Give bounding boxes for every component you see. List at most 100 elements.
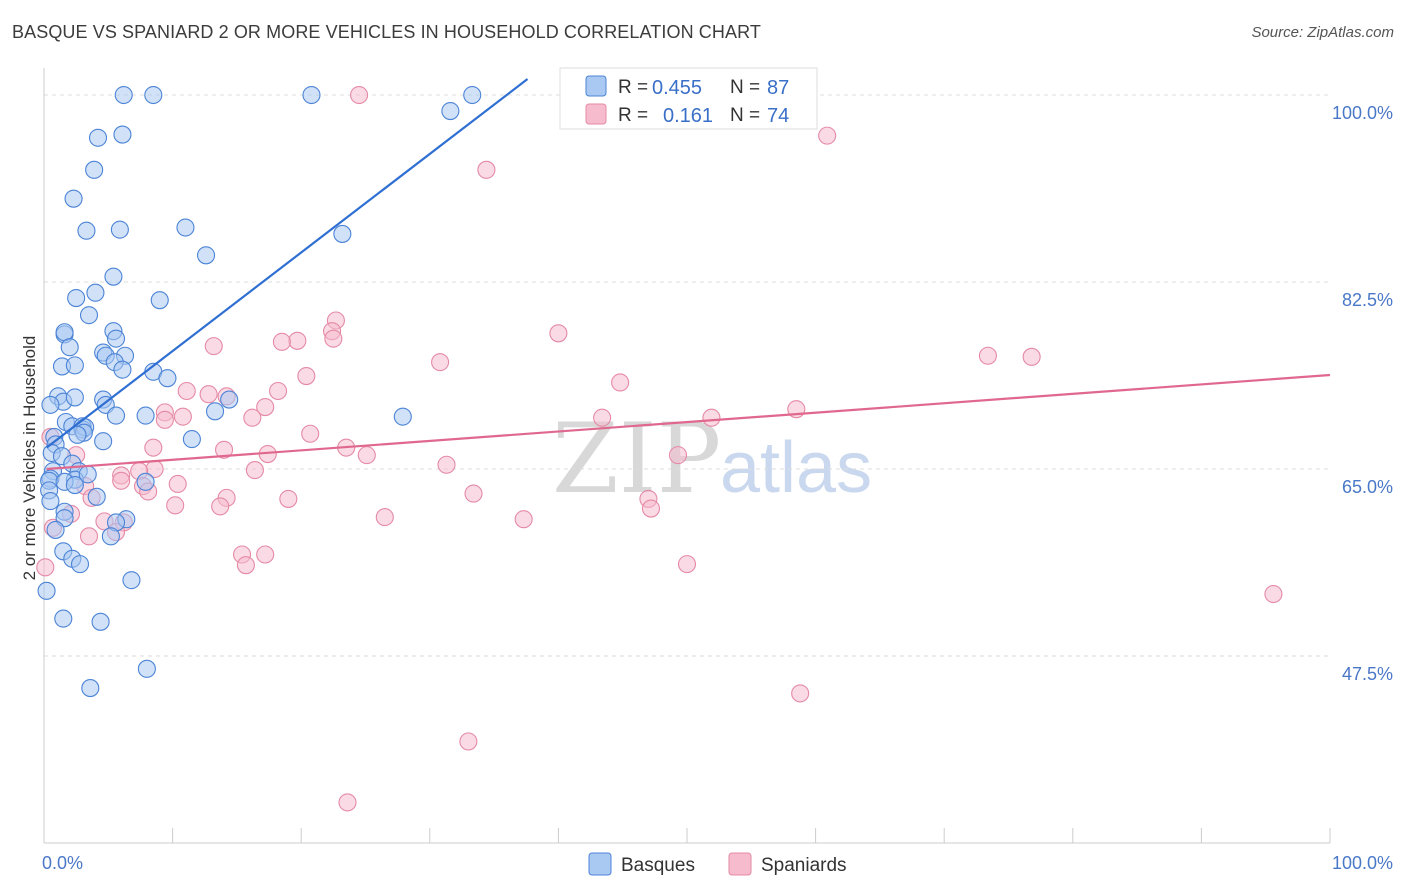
spaniards-points — [36, 85, 1283, 812]
spaniards-point-71 — [338, 793, 357, 812]
spaniards-point-67 — [36, 558, 55, 577]
spaniards-point-25 — [593, 408, 612, 427]
spaniards-point-8 — [272, 332, 291, 351]
y-axis-label: 2 or more Vehicles in Household — [20, 336, 39, 581]
legend-swatch-basques — [588, 852, 612, 876]
spaniards-point-70 — [459, 732, 478, 751]
spaniards-point-62 — [79, 527, 99, 546]
basques-point-78 — [70, 555, 90, 574]
y-tick-label-1: 65.0% — [1342, 477, 1393, 497]
basques-point-18 — [79, 306, 99, 325]
trend-lines — [45, 78, 1331, 471]
stats-r-label-spaniards: R = — [618, 105, 648, 126]
basques-point-3 — [463, 85, 482, 105]
basques-point-65 — [65, 475, 84, 495]
basques-point-74 — [46, 520, 65, 539]
spaniards-point-2 — [818, 126, 837, 145]
spaniards-point-46 — [464, 484, 483, 503]
series-legend: Basques Spaniards — [588, 852, 847, 876]
basques-point-80 — [37, 581, 56, 600]
basques-point-16 — [67, 288, 86, 308]
basques-point-6 — [113, 125, 132, 144]
basques-point-38 — [220, 390, 239, 409]
basques-point-8 — [64, 189, 83, 208]
basques-point-39 — [41, 395, 60, 414]
spaniards-point-53 — [211, 497, 230, 516]
spaniards-point-16 — [177, 381, 196, 401]
spaniards-point-17 — [269, 381, 288, 401]
basques-point-35 — [65, 388, 84, 407]
stats-r-value-basques: 0.455 — [652, 77, 702, 99]
spaniards-point-26 — [702, 408, 721, 427]
basques-point-43 — [393, 407, 412, 426]
spaniards-point-49 — [279, 489, 298, 508]
spaniards-point-56 — [375, 508, 394, 527]
spaniards-point-64 — [256, 545, 275, 564]
basques-point-30 — [113, 360, 132, 379]
basques-point-53 — [182, 430, 201, 449]
basques-trend-line — [45, 78, 529, 449]
spaniards-point-12 — [1022, 347, 1041, 366]
basques-point-75 — [101, 527, 120, 546]
basques-point-11 — [176, 218, 195, 237]
spaniards-point-30 — [144, 438, 163, 457]
basques-point-28 — [65, 356, 84, 375]
basques-point-14 — [104, 267, 123, 286]
basques-point-83 — [137, 659, 156, 678]
basques-point-79 — [122, 571, 141, 590]
basques-point-9 — [77, 221, 96, 240]
spaniards-point-32 — [214, 440, 234, 459]
basques-point-22 — [106, 329, 126, 348]
basques-points — [37, 85, 482, 698]
spaniards-point-68 — [1264, 584, 1283, 604]
spaniards-point-66 — [677, 555, 697, 574]
basques-point-1 — [144, 85, 163, 105]
watermark-atlas: atlas — [720, 428, 872, 508]
basques-point-50 — [68, 425, 87, 444]
spaniards-point-52 — [166, 496, 185, 515]
tick-labels: 47.5% 65.0% 82.5% 100.0% 0.0% 100.0% — [42, 103, 1393, 873]
spaniards-point-9 — [549, 324, 568, 343]
x-tick-label-0: 0.0% — [42, 853, 83, 873]
basques-point-10 — [110, 220, 129, 239]
basques-point-68 — [87, 487, 106, 506]
basques-point-69 — [41, 492, 60, 511]
basques-point-23 — [60, 338, 79, 357]
basques-point-12 — [333, 224, 352, 243]
basques-point-5 — [88, 128, 108, 147]
basques-point-32 — [158, 369, 177, 388]
basques-point-54 — [94, 432, 113, 451]
y-tick-label-0: 47.5% — [1342, 664, 1393, 684]
spaniards-point-7 — [288, 331, 307, 350]
y-tick-label-2: 82.5% — [1342, 290, 1393, 310]
stats-legend-swatch-spaniards — [585, 103, 607, 125]
basques-point-17 — [150, 291, 169, 310]
spaniards-point-10 — [204, 337, 223, 356]
basques-point-15 — [86, 283, 105, 302]
stats-r-value-spaniards: 0.161 — [663, 105, 713, 127]
legend-swatch-spaniards — [728, 852, 752, 876]
stats-n-value-basques: 87 — [767, 77, 789, 99]
spaniards-point-15 — [611, 373, 630, 392]
basques-point-42 — [106, 406, 126, 425]
spaniards-point-0 — [350, 85, 369, 105]
stats-legend: R = 0.455 N = 87 R = 0.161 N = 74 — [559, 67, 818, 130]
basques-point-13 — [196, 246, 216, 265]
chart-title: BASQUE VS SPANIARD 2 OR MORE VEHICLES IN… — [12, 22, 761, 42]
spaniards-point-23 — [173, 407, 192, 426]
basques-point-81 — [54, 609, 73, 628]
spaniards-point-27 — [155, 410, 174, 429]
basques-point-40 — [205, 402, 225, 421]
spaniards-point-35 — [357, 446, 376, 465]
x-tick-label-1: 100.0% — [1332, 853, 1393, 873]
basques-point-84 — [81, 679, 100, 698]
y-tick-label-3: 100.0% — [1332, 103, 1393, 123]
legend-label-basques: Basques — [621, 855, 695, 876]
spaniards-point-11 — [978, 346, 997, 365]
basques-point-7 — [85, 160, 104, 179]
basques-point-41 — [136, 406, 155, 425]
spaniards-point-18 — [199, 385, 218, 404]
basques-point-0 — [114, 85, 133, 105]
spaniards-point-57 — [514, 510, 533, 529]
